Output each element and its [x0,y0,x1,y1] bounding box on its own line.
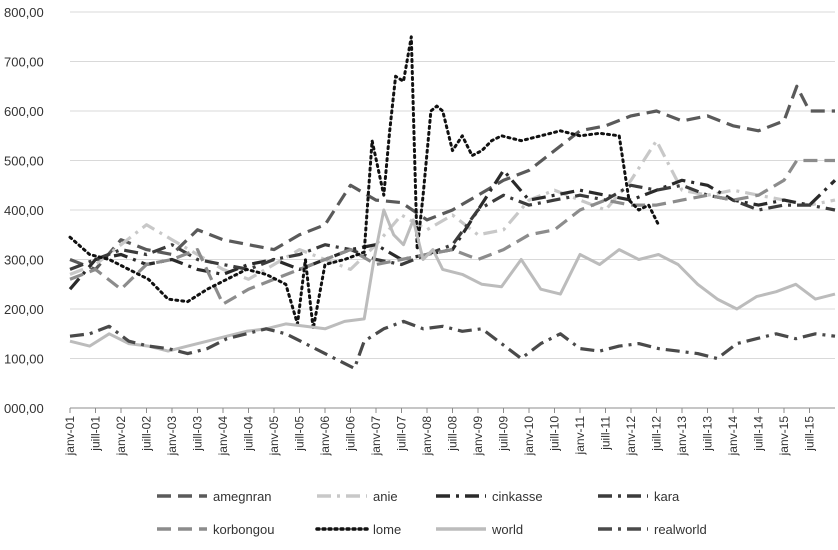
legend-label-realworld: realworld [654,522,707,537]
x-tick-label: juill-03 [191,416,205,452]
x-tick-label: juill-01 [89,416,103,452]
x-tick-label: janv-02 [114,416,128,457]
legend-label-cinkasse: cinkasse [492,489,543,504]
x-tick-label: janv-13 [675,416,689,457]
x-tick-label: janv-07 [369,416,383,457]
x-tick-label: janv-12 [624,416,638,457]
legend-label-kara: kara [654,489,680,504]
x-tick-label: juill-12 [650,416,664,452]
legend-label-korbongou: korbongou [213,522,274,537]
x-tick-label: juill-13 [701,416,715,452]
x-tick-label: janv-11 [573,416,587,456]
x-tick-label: janv-06 [318,416,332,457]
y-tick-label: 800,00 [4,5,44,20]
x-tick-label: janv-15 [777,416,791,457]
y-axis: 000,00 100,00 200,00 300,00 400,00 500,00 600,… [4,5,44,416]
x-tick-label: juill-14 [752,416,766,452]
legend-label-anie: anie [373,489,398,504]
x-tick-label: janv-08 [420,416,434,457]
legend-label-amegnran: amegnran [213,489,272,504]
y-tick-label: 700,00 [4,55,44,70]
x-axis: janv-01 juill-01 janv-02 juill-02 janv-03 jui… [63,407,835,457]
x-tick-label: juill-04 [242,416,256,452]
series-line-korbongou [69,158,835,306]
x-tick-label: juill-15 [803,416,817,452]
series-line-amegnran [69,84,835,271]
series-line-world [69,208,836,353]
x-tick-label: juill-07 [395,416,409,452]
x-tick-label: janv-03 [165,416,179,457]
x-tick-label: juill-09 [497,416,511,452]
series-line-kara [69,183,836,271]
x-tick-label: janv-04 [216,416,230,457]
x-tick-label: janv-10 [522,416,536,457]
x-tick-label: janv-01 [63,416,77,457]
y-tick-label: 000,00 [4,401,44,416]
y-tick-label: 500,00 [4,154,44,169]
legend: amegnran anie cinkasse kara korbongou lome wor… [157,489,707,537]
legend-label-world: world [491,522,523,537]
series-line-anie [69,139,836,281]
x-tick-label: juill-08 [446,416,460,452]
x-tick-label: juill-02 [140,416,154,452]
x-tick-label: janv-14 [726,416,740,457]
x-tick-label: juill-06 [344,416,358,452]
series-layer [68,35,837,370]
y-tick-label: 100,00 [4,352,44,367]
y-tick-label: 600,00 [4,104,44,119]
x-tick-label: juill-05 [293,416,307,452]
x-tick-label: janv-05 [267,416,281,457]
y-tick-label: 200,00 [4,302,44,317]
series-line-lome [68,35,660,331]
y-tick-label: 300,00 [4,253,44,268]
x-tick-label: juill-11 [599,416,613,451]
x-tick-label: juill-10 [548,416,562,452]
series-line-cinkasse [68,168,837,291]
legend-label-lome: lome [373,522,401,537]
series-line-realworld [69,319,836,370]
x-tick-label: janv-09 [471,416,485,457]
y-tick-label: 400,00 [4,203,44,218]
